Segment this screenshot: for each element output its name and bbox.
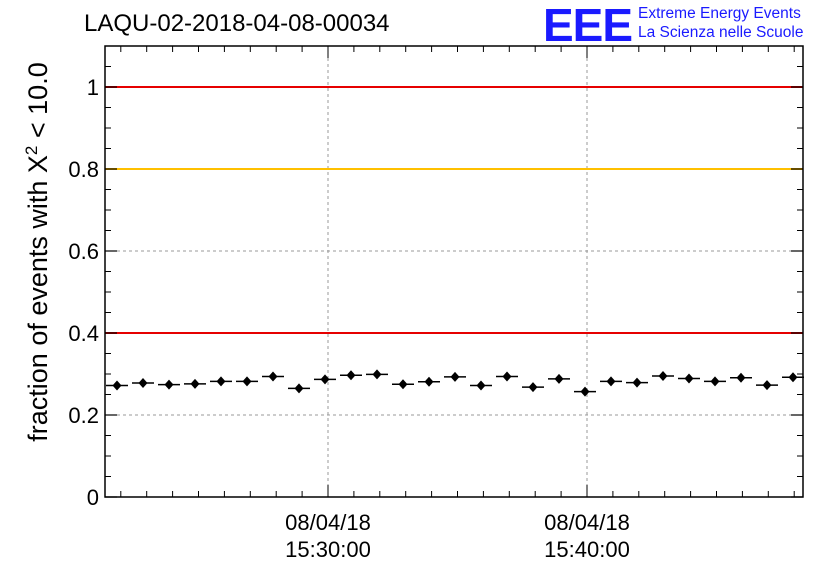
data-point bbox=[268, 371, 278, 382]
y-tick-label: 1 bbox=[87, 75, 99, 100]
y-axis-label-superscript: 2 bbox=[22, 145, 41, 156]
y-axis-label: fraction of events with X2 < 10.0 bbox=[22, 62, 54, 441]
logo-line-1: Extreme Energy Events bbox=[638, 5, 801, 22]
y-tick-label: 0.4 bbox=[68, 321, 99, 346]
data-point bbox=[658, 371, 668, 382]
x-tick-label-date: 08/04/18 bbox=[544, 510, 630, 535]
data-point bbox=[450, 371, 460, 382]
y-tick-label: 0.8 bbox=[68, 157, 99, 182]
data-point bbox=[112, 380, 122, 391]
y-axis-label-suffix: < 10.0 bbox=[23, 62, 53, 146]
data-point bbox=[216, 376, 226, 387]
data-point bbox=[554, 373, 564, 384]
data-point bbox=[528, 382, 538, 393]
data-point bbox=[346, 370, 356, 381]
data-point bbox=[710, 376, 720, 387]
data-point bbox=[762, 380, 772, 391]
data-point bbox=[372, 369, 382, 380]
logo-text: Extreme Energy Events La Scienza nelle S… bbox=[638, 4, 803, 42]
plot-frame bbox=[104, 45, 804, 498]
data-point bbox=[320, 374, 330, 385]
data-point bbox=[164, 379, 174, 390]
data-point bbox=[632, 377, 642, 388]
data-point bbox=[788, 372, 798, 383]
data-point bbox=[138, 378, 148, 389]
y-tick-label: 0.6 bbox=[68, 239, 99, 264]
data-point bbox=[502, 371, 512, 382]
data-point bbox=[294, 383, 304, 394]
data-point bbox=[606, 376, 616, 387]
data-point bbox=[424, 376, 434, 387]
data-point bbox=[580, 386, 590, 397]
data-point bbox=[684, 373, 694, 384]
eee-logo: EEE bbox=[543, 0, 633, 51]
data-point bbox=[190, 378, 200, 389]
y-axis-label-text: fraction of events with X bbox=[23, 155, 53, 442]
y-tick-label: 0 bbox=[87, 485, 99, 510]
data-point bbox=[736, 372, 746, 383]
data-point bbox=[476, 380, 486, 391]
logo-line-2: La Scienza nelle Scuole bbox=[638, 24, 804, 41]
x-tick-label-time: 15:40:00 bbox=[544, 537, 630, 562]
y-tick-label: 0.2 bbox=[68, 403, 99, 428]
x-tick-label-time: 15:30:00 bbox=[285, 537, 371, 562]
x-tick-label-date: 08/04/18 bbox=[285, 510, 371, 535]
data-point bbox=[242, 376, 252, 387]
data-point bbox=[398, 379, 408, 390]
chart-title: LAQU-02-2018-04-08-00034 bbox=[84, 10, 390, 37]
